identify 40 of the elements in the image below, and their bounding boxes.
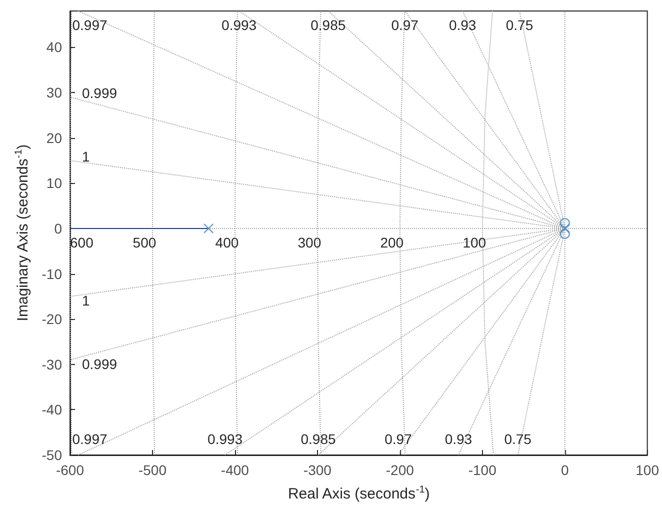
- annotation: 0.993: [222, 17, 257, 33]
- x-tick-label: -100: [468, 462, 497, 478]
- annotation: 400: [215, 234, 239, 250]
- annotation: 0.993: [208, 431, 243, 447]
- y-axis-title: Imaginary Axis (seconds-1): [14, 144, 32, 322]
- x-tick-label: -600: [56, 462, 84, 478]
- x-tick-label: 0: [560, 462, 569, 478]
- annotation: 0.75: [506, 17, 534, 33]
- annotation: 1: [82, 148, 90, 165]
- annotation: 0.985: [300, 431, 336, 447]
- x-tick-label: -500: [138, 462, 167, 478]
- y-tick-label: -50: [42, 447, 62, 463]
- annotation: 0.985: [310, 17, 346, 33]
- y-tick-label: -40: [42, 402, 62, 418]
- annotation: 0.97: [384, 431, 412, 447]
- y-tick-label: 30: [46, 84, 62, 101]
- x-tick-label: -200: [386, 462, 414, 478]
- annotation: 0.75: [504, 431, 532, 447]
- y-tick-label: -10: [42, 266, 62, 282]
- y-tick-label: 0: [54, 220, 62, 236]
- y-tick-label: 20: [46, 130, 62, 146]
- x-tick-label: 100: [636, 462, 660, 478]
- annotation: 100: [462, 234, 486, 250]
- annotation: 1: [82, 292, 90, 308]
- annotation: 0.93: [444, 431, 472, 447]
- annotation: 0.93: [448, 17, 476, 33]
- annotation: 300: [298, 234, 322, 250]
- x-tick-label: -400: [220, 462, 250, 478]
- annotation: 0.999: [82, 85, 118, 102]
- y-tick-label: 10: [46, 175, 62, 192]
- y-tick-label: -30: [42, 356, 62, 372]
- annotation: 200: [380, 234, 404, 250]
- annotation: 0.999: [82, 356, 118, 372]
- annotation: 0.997: [72, 431, 108, 447]
- y-tick-label: 40: [46, 39, 62, 56]
- annotation: 500: [132, 234, 156, 250]
- annotation: 0.97: [391, 17, 419, 33]
- y-tick-label: -20: [42, 311, 62, 328]
- annotation: 0.997: [72, 17, 108, 33]
- x-tick-label: -300: [303, 462, 332, 478]
